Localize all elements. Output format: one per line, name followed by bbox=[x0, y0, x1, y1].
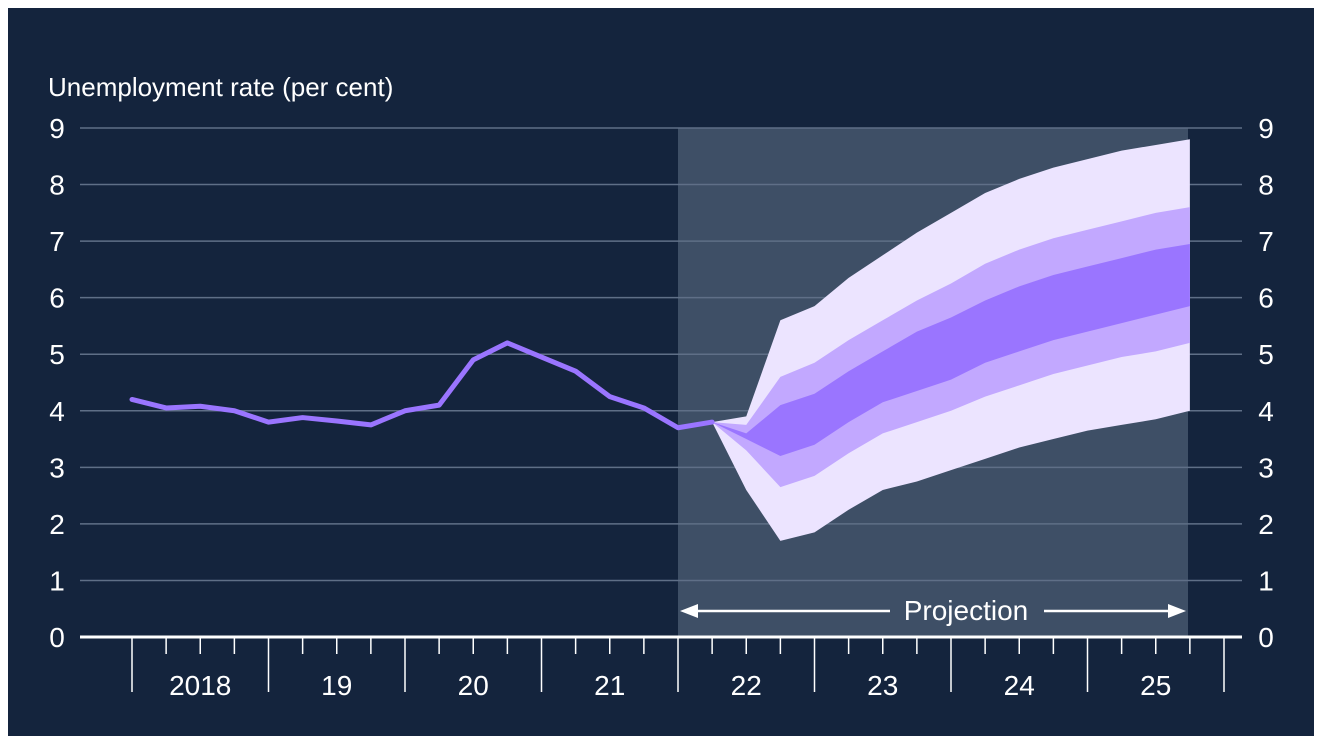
y-axis-label: Unemployment rate (per cent) bbox=[48, 72, 393, 102]
x-tick-label: 21 bbox=[594, 670, 625, 701]
projection-label: Projection bbox=[904, 595, 1029, 626]
y-tick-label-right: 6 bbox=[1258, 283, 1274, 314]
x-tick-label: 2018 bbox=[169, 670, 231, 701]
x-tick-label: 19 bbox=[321, 670, 352, 701]
y-tick-label-right: 0 bbox=[1258, 622, 1274, 653]
x-tick-label: 24 bbox=[1004, 670, 1035, 701]
fan-band bbox=[712, 243, 1190, 457]
y-tick-label-right: 1 bbox=[1258, 565, 1274, 596]
y-tick-label-left: 2 bbox=[49, 509, 65, 540]
x-tick-label: 25 bbox=[1140, 670, 1171, 701]
y-tick-label-right: 7 bbox=[1258, 226, 1274, 257]
y-tick-label-right: 8 bbox=[1258, 170, 1274, 201]
y-tick-label-left: 5 bbox=[49, 339, 65, 370]
y-tick-label-right: 9 bbox=[1258, 113, 1274, 144]
x-tick-label: 20 bbox=[458, 670, 489, 701]
y-tick-label-left: 3 bbox=[49, 452, 65, 483]
y-tick-label-left: 7 bbox=[49, 226, 65, 257]
history-line bbox=[129, 340, 715, 431]
y-tick-label-left: 4 bbox=[49, 396, 65, 427]
fan-bands bbox=[712, 139, 1190, 541]
y-tick-label-right: 2 bbox=[1258, 509, 1274, 540]
y-tick-label-right: 4 bbox=[1258, 396, 1274, 427]
y-tick-label-left: 1 bbox=[49, 565, 65, 596]
y-tick-label-left: 6 bbox=[49, 283, 65, 314]
y-tick-label-left: 9 bbox=[49, 113, 65, 144]
x-tick-label: 22 bbox=[731, 670, 762, 701]
arrowhead-right bbox=[1168, 604, 1186, 618]
projection-annotation: Projection bbox=[680, 595, 1186, 626]
y-tick-label-right: 5 bbox=[1258, 339, 1274, 370]
history-series-line bbox=[129, 340, 715, 431]
x-tick-label: 23 bbox=[867, 670, 898, 701]
arrowhead-left bbox=[680, 604, 698, 618]
y-tick-label-left: 8 bbox=[49, 170, 65, 201]
y-tick-label-left: 0 bbox=[49, 622, 65, 653]
y-tick-label-right: 3 bbox=[1258, 452, 1274, 483]
